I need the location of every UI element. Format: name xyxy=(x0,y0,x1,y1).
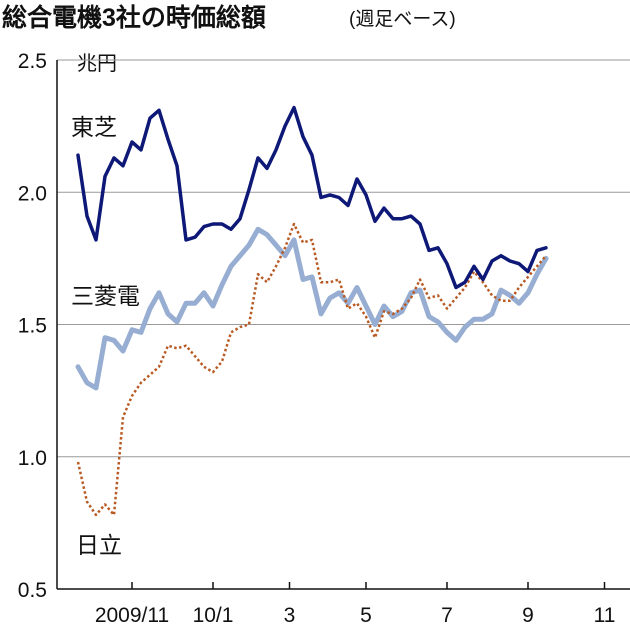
series-line-mitsubishi xyxy=(75,226,549,391)
y-tick-label: 1.5 xyxy=(18,315,47,338)
y-tick-label: 0.5 xyxy=(18,579,47,602)
unit-label: 兆円 xyxy=(77,52,117,75)
series-line-toshiba xyxy=(76,105,548,290)
series-label-mitsubishi: 三菱電 xyxy=(71,283,140,309)
axes xyxy=(56,60,630,590)
y-tick-label: 1.0 xyxy=(18,447,47,470)
x-tick-label: 7 xyxy=(441,604,453,627)
chart-title: 総合電機3社の時価総額 xyxy=(2,3,266,32)
gridlines xyxy=(57,59,630,458)
x-tick-label: 3 xyxy=(284,604,296,627)
y-tick-label: 2.5 xyxy=(18,50,47,73)
series-label-toshiba: 東芝 xyxy=(71,114,117,140)
series-line-hitachi xyxy=(76,222,547,517)
series-lines xyxy=(75,105,549,517)
y-tick-labels: 2.5 2.0 1.5 1.0 0.5 xyxy=(18,50,47,602)
x-tick-label: 5 xyxy=(360,604,372,627)
series-label-hitachi: 日立 xyxy=(76,532,122,558)
x-tick-label: 10/1 xyxy=(193,604,234,627)
x-tick-label: 9 xyxy=(522,604,534,627)
x-tick-label: 2009/11 xyxy=(95,604,169,627)
x-tick-labels: 2009/11 10/1 3 5 7 9 11 xyxy=(95,604,616,627)
x-tick-label: 11 xyxy=(594,604,616,627)
chart-subtitle: (週足ベース) xyxy=(349,8,456,30)
y-tick-label: 2.0 xyxy=(18,182,47,205)
